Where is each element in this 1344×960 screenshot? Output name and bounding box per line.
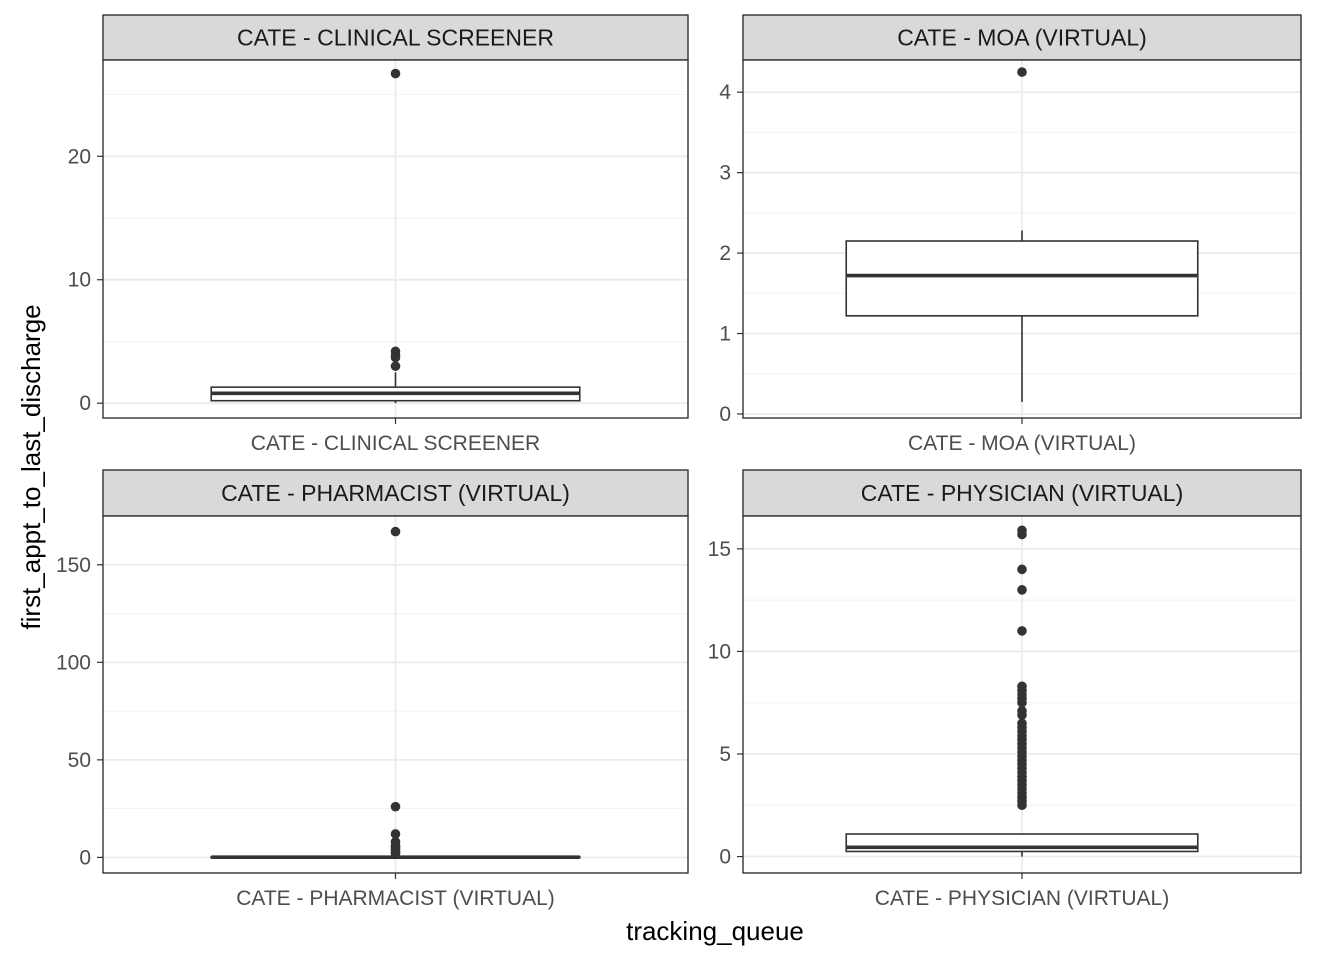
facet-strip bbox=[742, 469, 1302, 517]
y-axis-title: first_appt_to_last_discharge bbox=[16, 304, 46, 629]
facet-cate-pharmacist-virtual: CATE - PHARMACIST (VIRTUAL) 0 50 100 150 CATE… bbox=[56, 469, 689, 910]
x-tick-label: CATE - PHARMACIST (VIRTUAL) bbox=[236, 887, 555, 910]
y-tick-label: 10 bbox=[708, 640, 731, 663]
outlier-point bbox=[1017, 626, 1027, 636]
facet-cate-moa-virtual: CATE - MOA (VIRTUAL) 0 1 2 3 4 CATE - MOA (VIR… bbox=[719, 14, 1302, 455]
facet-strip-label: CATE - MOA (VIRTUAL) bbox=[897, 25, 1147, 51]
y-tick-label: 50 bbox=[68, 749, 91, 772]
outlier-point bbox=[1017, 800, 1027, 811]
outlier-point bbox=[390, 829, 401, 839]
y-tick-label: 2 bbox=[719, 242, 731, 265]
x-tick-label: CATE - PHYSICIAN (VIRTUAL) bbox=[875, 887, 1169, 910]
y-tick-label: 3 bbox=[719, 162, 731, 185]
facet-cate-physician-virtual: CATE - PHYSICIAN (VIRTUAL) 0 5 10 15 CATE - P… bbox=[708, 469, 1302, 910]
y-tick-label: 0 bbox=[79, 392, 91, 415]
facet-strip bbox=[102, 14, 689, 61]
facet-cate-clinical-screener: CATE - CLINICAL SCREENER 0 10 20 CATE - CLIN… bbox=[68, 14, 689, 455]
y-tick-label: 20 bbox=[68, 145, 91, 168]
facet-strip-label: CATE - CLINICAL SCREENER bbox=[237, 25, 554, 51]
y-tick-label: 15 bbox=[708, 538, 731, 561]
y-tick-label: 5 bbox=[719, 743, 731, 766]
outlier-point bbox=[1017, 67, 1027, 77]
y-tick-label: 0 bbox=[79, 846, 91, 869]
outlier-point bbox=[1017, 710, 1027, 720]
outlier-point bbox=[1017, 564, 1027, 575]
outlier-point bbox=[1017, 529, 1027, 540]
outlier-point bbox=[1017, 585, 1027, 595]
facet-strip-label: CATE - PHARMACIST (VIRTUAL) bbox=[221, 480, 570, 506]
outlier-point bbox=[390, 801, 401, 812]
x-tick-label: CATE - CLINICAL SCREENER bbox=[251, 432, 540, 455]
y-tick-label: 0 bbox=[719, 846, 731, 869]
y-tick-label: 1 bbox=[719, 323, 731, 346]
facet-strip bbox=[102, 469, 689, 517]
y-tick-label: 100 bbox=[56, 651, 91, 674]
outlier-point bbox=[390, 848, 401, 859]
outlier-point bbox=[1017, 697, 1027, 708]
y-tick-label: 0 bbox=[719, 403, 731, 426]
y-tick-label: 4 bbox=[719, 81, 731, 104]
x-axis-title: tracking_queue bbox=[626, 916, 804, 946]
outlier-point bbox=[390, 526, 401, 537]
outlier-point bbox=[390, 361, 401, 371]
outlier-point bbox=[390, 68, 401, 79]
facet-strip bbox=[742, 14, 1302, 61]
y-tick-label: 10 bbox=[68, 269, 91, 292]
facet-strip-label: CATE - PHYSICIAN (VIRTUAL) bbox=[861, 480, 1183, 506]
box bbox=[845, 240, 1199, 317]
y-tick-label: 150 bbox=[56, 554, 91, 577]
outlier-point bbox=[390, 352, 401, 363]
x-tick-label: CATE - MOA (VIRTUAL) bbox=[908, 432, 1136, 455]
